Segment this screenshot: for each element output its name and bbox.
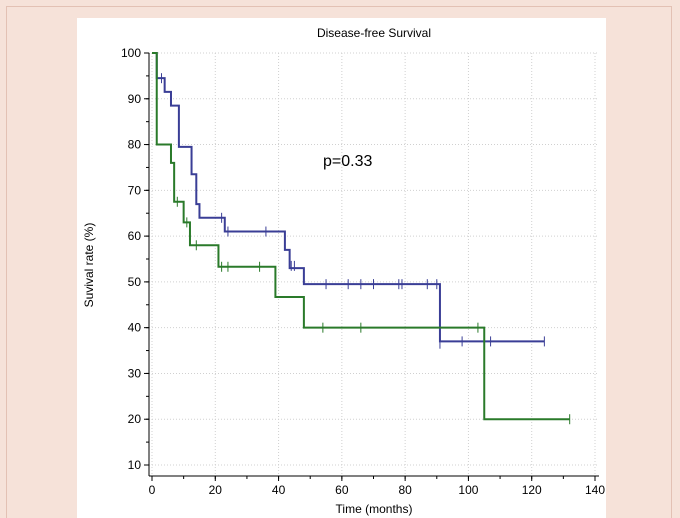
x-tick-label: 120 — [522, 483, 542, 497]
y-tick-label: 10 — [128, 458, 142, 472]
y-tick-label: 90 — [128, 92, 142, 106]
survival-chart: 0 20 40 60 80 100 120 140 10 20 30 40 50 60 70 80 90 100… — [82, 26, 605, 516]
y-tick-label: 80 — [128, 138, 142, 152]
x-tick-label: 80 — [398, 483, 412, 497]
x-ticks: 0 20 40 60 80 100 120 140 — [149, 476, 605, 497]
p-value-annotation: p=0.33 — [323, 153, 372, 170]
x-tick-label: 140 — [585, 483, 605, 497]
y-tick-label: 60 — [128, 229, 142, 243]
survival-curve — [152, 52, 545, 343]
series-1 — [152, 52, 545, 349]
series-layer — [152, 52, 571, 425]
x-tick-label: 0 — [149, 483, 156, 497]
x-tick-label: 100 — [458, 483, 478, 497]
y-tick-label: 100 — [121, 46, 141, 60]
y-tick-label: 30 — [128, 366, 142, 380]
x-tick-label: 40 — [272, 483, 286, 497]
y-ticks: 10 20 30 40 50 60 70 80 90 100 — [121, 46, 149, 472]
plot-area — [149, 53, 599, 483]
y-axis-title: Suvival rate (%) — [82, 223, 96, 308]
grid-lines — [149, 52, 599, 476]
x-axis-title: Time (months) — [336, 502, 413, 516]
y-tick-label: 20 — [128, 412, 142, 426]
y-tick-label: 70 — [128, 183, 142, 197]
y-tick-label: 50 — [128, 275, 142, 289]
x-tick-label: 20 — [209, 483, 223, 497]
chart-title: Disease-free Survival — [317, 26, 431, 40]
x-tick-label: 60 — [335, 483, 349, 497]
survival-curve — [152, 52, 570, 421]
series-2 — [152, 52, 571, 425]
y-tick-label: 40 — [128, 321, 142, 335]
chart-panel: 0 20 40 60 80 100 120 140 10 20 30 40 50 60 70 80 90 100… — [77, 18, 606, 518]
